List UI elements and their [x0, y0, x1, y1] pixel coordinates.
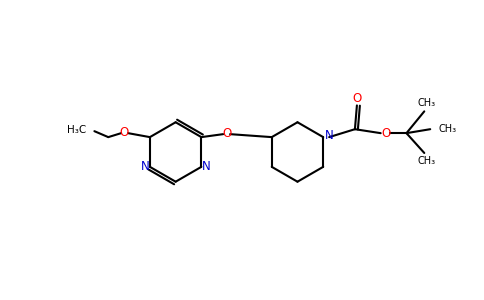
Text: CH₃: CH₃ [417, 98, 435, 108]
Text: O: O [352, 92, 362, 105]
Text: O: O [381, 127, 390, 140]
Text: CH₃: CH₃ [417, 156, 435, 166]
Text: N: N [140, 160, 149, 173]
Text: N: N [325, 129, 333, 142]
Text: O: O [223, 127, 232, 140]
Text: O: O [120, 126, 129, 139]
Text: H₃C: H₃C [67, 125, 87, 135]
Text: N: N [202, 160, 211, 173]
Text: CH₃: CH₃ [438, 124, 456, 134]
